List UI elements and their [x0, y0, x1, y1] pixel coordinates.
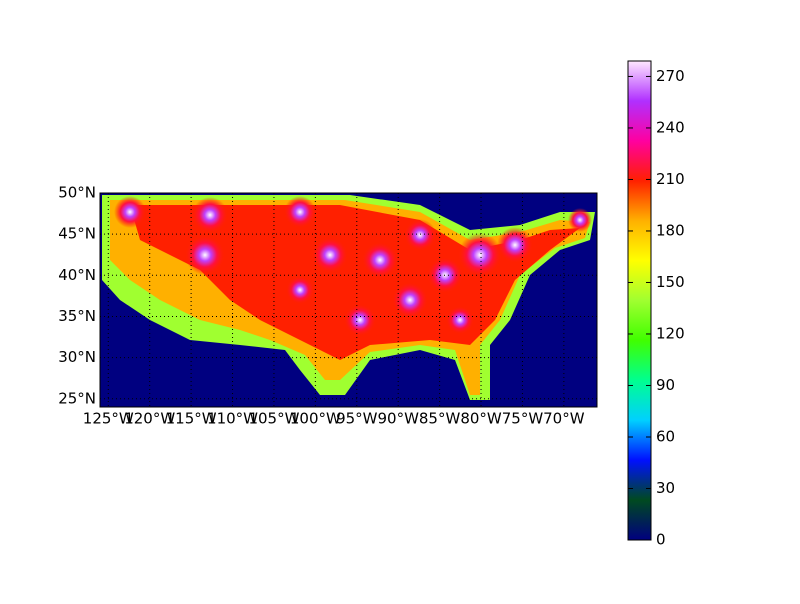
x-tick-label: 100°W — [290, 410, 341, 428]
y-tick-label: 35°N — [58, 307, 96, 325]
map-field — [102, 195, 595, 400]
y-tick-label: 45°N — [58, 225, 96, 243]
colorbar-tick-label: 120 — [656, 324, 685, 342]
x-tick-label: 90°W — [377, 410, 419, 428]
x-tick-label: 75°W — [502, 410, 544, 428]
x-tick-label: 95°W — [336, 410, 378, 428]
x-tick-label: 120°W — [124, 410, 175, 428]
colorbar-tick-label: 270 — [656, 67, 685, 85]
x-tick-label: 85°W — [419, 410, 461, 428]
map-frame — [99, 192, 598, 408]
y-tick-label: 40°N — [58, 266, 96, 284]
colorbar-tick-label: 210 — [656, 170, 685, 188]
colorbar-tick-label: 60 — [656, 427, 675, 445]
y-tick-label: 30°N — [58, 348, 96, 366]
colorbar-tick-label: 180 — [656, 221, 685, 239]
x-tick-label: 105°W — [248, 410, 299, 428]
colorbar-tick-label: 150 — [656, 273, 685, 291]
colorbar-tick-label: 90 — [656, 376, 675, 394]
x-tick-label: 110°W — [207, 410, 258, 428]
y-tick-label: 25°N — [58, 389, 96, 407]
y-tick-label: 50°N — [58, 184, 96, 202]
colorbar-tick-label: 30 — [656, 479, 675, 497]
x-tick-label: 80°W — [460, 410, 502, 428]
hotspots — [114, 196, 592, 336]
colorbar-tick-label: 0 — [656, 531, 666, 549]
x-tick-label: 115°W — [166, 410, 217, 428]
x-tick-label: 125°W — [83, 410, 134, 428]
colorbar-tick-label: 240 — [656, 118, 685, 136]
colorbar — [627, 60, 652, 541]
x-tick-label: 70°W — [543, 410, 585, 428]
